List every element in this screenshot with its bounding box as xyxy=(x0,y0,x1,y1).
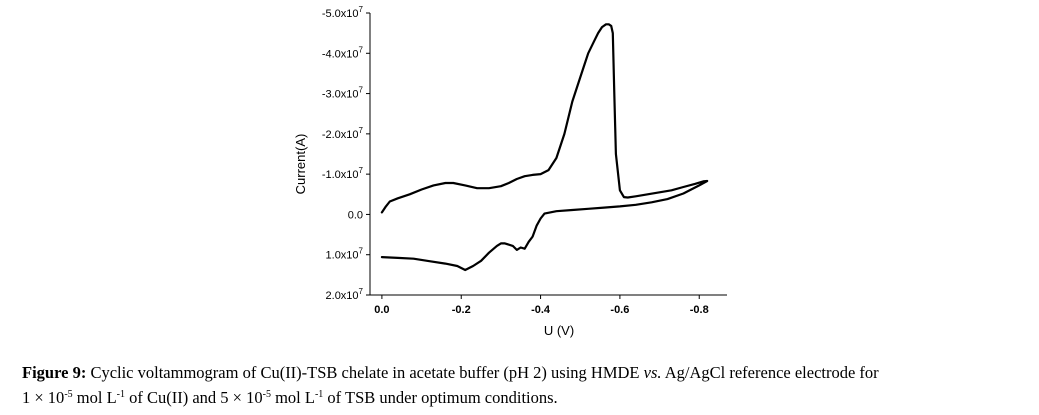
caption-line2-c-sup: -5 xyxy=(262,389,271,400)
x-axis-title: U (V) xyxy=(544,323,574,338)
caption-line2-d-sup: -1 xyxy=(314,389,324,400)
caption-vs: vs. xyxy=(643,363,662,382)
caption-line2-a-sup: -5 xyxy=(64,389,73,400)
series-line xyxy=(380,23,709,272)
y-tick-label: -5.0x107 xyxy=(322,5,364,20)
figure-caption: Figure 9: Cyclic voltammogram of Cu(II)-… xyxy=(22,360,1032,410)
y-ticks: -5.0x107 -4.0x107 -3.0x107 -2.0x107 -1.0x107… xyxy=(322,5,370,302)
caption-line2-b: mol L xyxy=(72,388,117,407)
x-tick-label: -0.6 xyxy=(610,304,629,316)
caption-line2-e: of TSB under optimum conditions. xyxy=(323,388,558,407)
caption-line2-b-sup: -1 xyxy=(116,389,125,400)
y-axis-title: Current(A) xyxy=(293,134,308,195)
y-tick-label: 2.0x107 xyxy=(326,287,364,302)
caption-line2-c: of Cu(II) and 5 × 10 xyxy=(125,388,263,407)
chart-axes xyxy=(369,13,727,296)
y-tick-label: -3.0x107 xyxy=(322,86,364,101)
x-tick-label: 0.0 xyxy=(374,304,389,316)
caption-line2-d: mol L xyxy=(270,388,315,407)
y-tick-label: -1.0x107 xyxy=(322,166,364,181)
y-tick-label: -2.0x107 xyxy=(322,126,364,141)
x-ticks: 0.0 -0.2 -0.4 -0.6 -0.8 xyxy=(374,295,709,316)
caption-lead: Figure 9: xyxy=(22,363,87,382)
caption-text-2: Ag/AgCl reference electrode for xyxy=(661,363,879,382)
y-tick-label: 0.0 xyxy=(348,209,363,221)
x-tick-label: -0.8 xyxy=(690,304,709,316)
y-tick-label: 1.0x107 xyxy=(326,247,364,262)
caption-text-1: Cyclic voltammogram of Cu(II)-TSB chelat… xyxy=(86,363,644,382)
y-tick-label: -4.0x107 xyxy=(322,45,364,60)
x-tick-label: -0.4 xyxy=(531,304,551,316)
chart: -5.0x107 -4.0x107 -3.0x107 -2.0x107 -1.0x107… xyxy=(293,5,727,338)
caption-line2-a: 1 × 10 xyxy=(22,388,65,407)
x-tick-label: -0.2 xyxy=(452,304,471,316)
